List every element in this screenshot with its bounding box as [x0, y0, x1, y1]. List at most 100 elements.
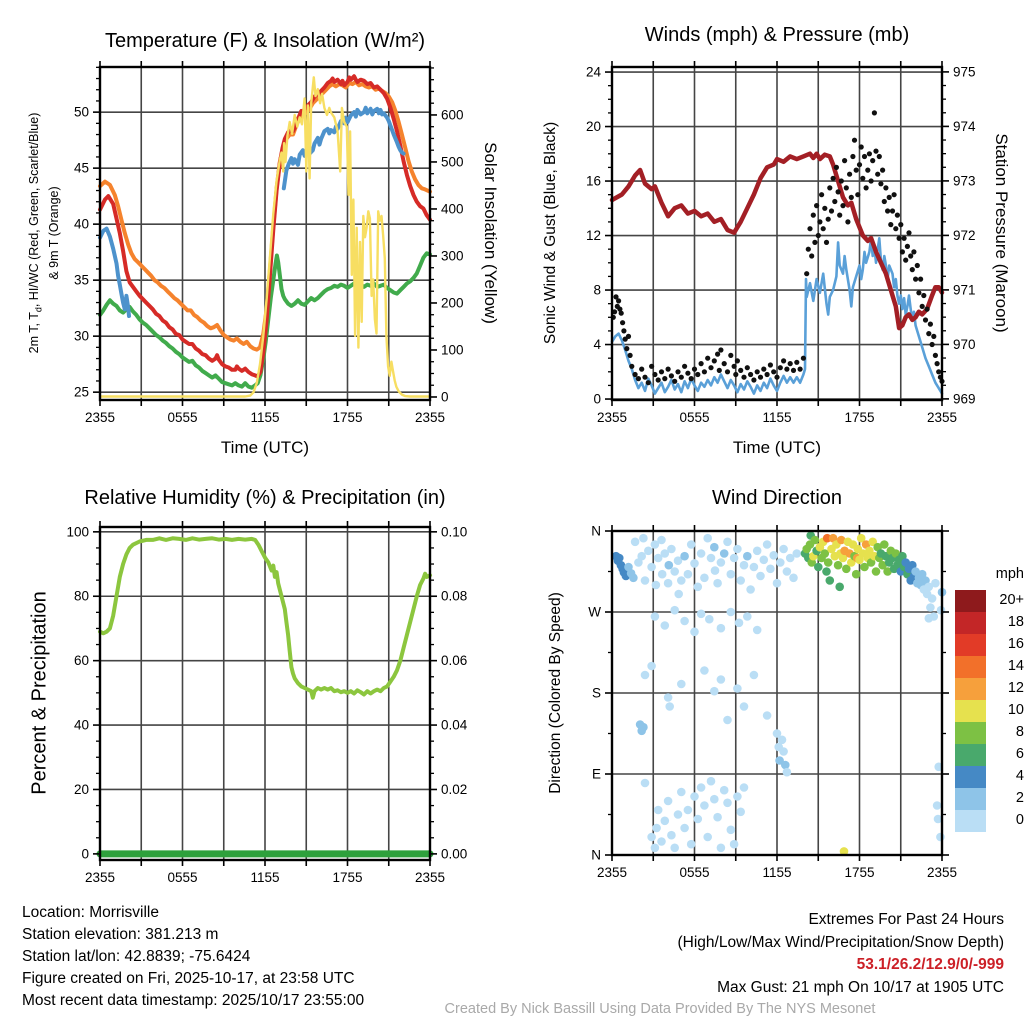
legend-swatch	[955, 766, 986, 788]
legend-swatch	[955, 722, 986, 744]
svg-text:1755: 1755	[844, 865, 874, 880]
svg-text:0555: 0555	[167, 410, 197, 425]
svg-text:600: 600	[441, 107, 464, 122]
svg-text:0555: 0555	[679, 410, 709, 425]
svg-text:S: S	[592, 686, 601, 701]
svg-text:200: 200	[441, 295, 464, 310]
legend-swatch	[955, 744, 986, 766]
svg-text:100: 100	[66, 524, 89, 539]
svg-text:60: 60	[74, 653, 89, 668]
svg-text:35: 35	[74, 273, 89, 288]
svg-text:2355: 2355	[597, 865, 627, 880]
legend-label: 20+	[999, 592, 1024, 608]
svg-text:2355: 2355	[415, 870, 445, 885]
svg-text:970: 970	[953, 337, 976, 352]
svg-text:2355: 2355	[927, 410, 957, 425]
svg-text:20: 20	[586, 119, 601, 134]
svg-text:30: 30	[74, 329, 89, 344]
svg-text:25: 25	[74, 385, 89, 400]
svg-text:975: 975	[953, 64, 976, 79]
legend-swatch	[955, 656, 986, 678]
svg-text:0: 0	[81, 846, 89, 861]
chart2-left-axis-label: Sonic Wind & Gust (Blue, Black)	[542, 121, 559, 345]
svg-text:972: 972	[953, 228, 976, 243]
legend-label: 2	[1015, 790, 1024, 806]
svg-text:500: 500	[441, 154, 464, 169]
chart4-left-axis-label: Direction (Colored By Speed)	[547, 592, 564, 794]
chart2-xaxis-label: Time (UTC)	[732, 438, 822, 457]
svg-text:20: 20	[74, 782, 89, 797]
svg-text:973: 973	[953, 173, 976, 188]
legend-swatch	[955, 612, 986, 634]
extremes-values: 53.1/26.2/12.9/0/-999	[856, 956, 1004, 973]
legend-swatch	[955, 590, 986, 612]
svg-text:0.00: 0.00	[441, 846, 467, 861]
chart1-title: Temperature (F) & Insolation (W/m²)	[104, 30, 426, 52]
legend-label: 12	[1007, 680, 1024, 696]
svg-text:N: N	[591, 524, 601, 539]
legend-title: mph	[995, 566, 1024, 582]
svg-text:0.10: 0.10	[441, 524, 467, 539]
svg-text:2355: 2355	[415, 410, 445, 425]
svg-text:300: 300	[441, 248, 464, 263]
station-latlon: Station lat/lon: 42.8839; -75.6424	[22, 948, 251, 965]
svg-text:40: 40	[74, 718, 89, 733]
legend-label: 16	[1007, 636, 1024, 652]
data-timestamp: Most recent data timestamp: 2025/10/17 2…	[22, 992, 365, 1009]
legend-swatch	[955, 634, 986, 656]
svg-text:2355: 2355	[597, 410, 627, 425]
svg-text:0: 0	[441, 389, 449, 404]
svg-text:971: 971	[953, 282, 976, 297]
station-location: Location: Morrisville	[22, 904, 159, 921]
svg-text:2355: 2355	[85, 870, 115, 885]
c2-svg: 2355 0555 1155 1755 2355 0 4 8 12 16 20 24 969 970 971…	[586, 61, 976, 425]
chart1-right-axis-label: Solar Insolation (Yellow)	[481, 142, 500, 324]
credit-line: Created By Nick Bassill Using Data Provi…	[0, 1001, 1024, 1017]
legend-swatch	[955, 678, 986, 700]
svg-text:4: 4	[593, 337, 601, 352]
station-elevation: Station elevation: 381.213 m	[22, 926, 219, 943]
credit-text: Created By Nick Bassill Using Data Provi…	[444, 1001, 876, 1017]
chart4-title: Wind Direction	[711, 487, 843, 509]
svg-text:16: 16	[586, 174, 601, 189]
svg-text:8: 8	[593, 283, 601, 298]
svg-text:50: 50	[74, 105, 89, 120]
chart1-xaxis-label: Time (UTC)	[220, 438, 310, 457]
chart3-left-axis-label: Percent & Precipitation	[28, 591, 51, 795]
chart3-title: Relative Humidity (%) & Precipitation (i…	[84, 487, 446, 509]
chart2-title: Winds (mph) & Pressure (mb)	[644, 24, 910, 46]
svg-text:969: 969	[953, 391, 976, 406]
legend-swatch	[955, 788, 986, 810]
legend-label: 18	[1007, 614, 1024, 630]
legend-swatch	[955, 700, 986, 722]
svg-text:0: 0	[593, 392, 601, 407]
svg-text:40: 40	[74, 217, 89, 232]
chart1-left-axis-label: 2m T, Td, HI/WC (Red, Green, Scarlet/Blu…	[26, 112, 61, 354]
svg-text:1755: 1755	[332, 410, 362, 425]
legend-label: 0	[1015, 812, 1024, 828]
svg-text:1155: 1155	[250, 870, 279, 885]
svg-text:1155: 1155	[250, 410, 279, 425]
svg-text:E: E	[592, 767, 601, 782]
station-info: Location: Morrisville Station elevation:…	[22, 902, 364, 1012]
legend-label: 4	[1015, 768, 1024, 784]
svg-text:12: 12	[586, 228, 601, 243]
c4-svg: 2355 0555 1155 1755 2355 N W S E N	[588, 524, 957, 881]
extremes-subheading: (High/Low/Max Wind/Precipitation/Snow De…	[677, 933, 1005, 951]
svg-text:0.06: 0.06	[441, 653, 467, 668]
svg-text:2355: 2355	[85, 410, 115, 425]
figure-created: Figure created on Fri, 2025-10-17, at 23…	[22, 970, 355, 987]
max-gust: Max Gust: 21 mph On 10/17 at 1905 UTC	[717, 978, 1004, 996]
svg-text:1155: 1155	[762, 865, 791, 880]
c3-svg: 2355 0555 1155 1755 2355 0 20 40 60 80 100 0.00 0.02…	[66, 521, 468, 885]
svg-text:2355: 2355	[927, 865, 957, 880]
svg-text:80: 80	[74, 589, 89, 604]
svg-text:45: 45	[74, 161, 89, 176]
svg-text:400: 400	[441, 201, 464, 216]
legend-label: 8	[1015, 724, 1024, 740]
legend-label: 6	[1015, 746, 1024, 762]
svg-text:0.08: 0.08	[441, 589, 467, 604]
svg-text:974: 974	[953, 119, 976, 134]
chart2-right-axis-label: Station Pressure (Maroon)	[992, 133, 1011, 333]
svg-text:0555: 0555	[167, 870, 197, 885]
